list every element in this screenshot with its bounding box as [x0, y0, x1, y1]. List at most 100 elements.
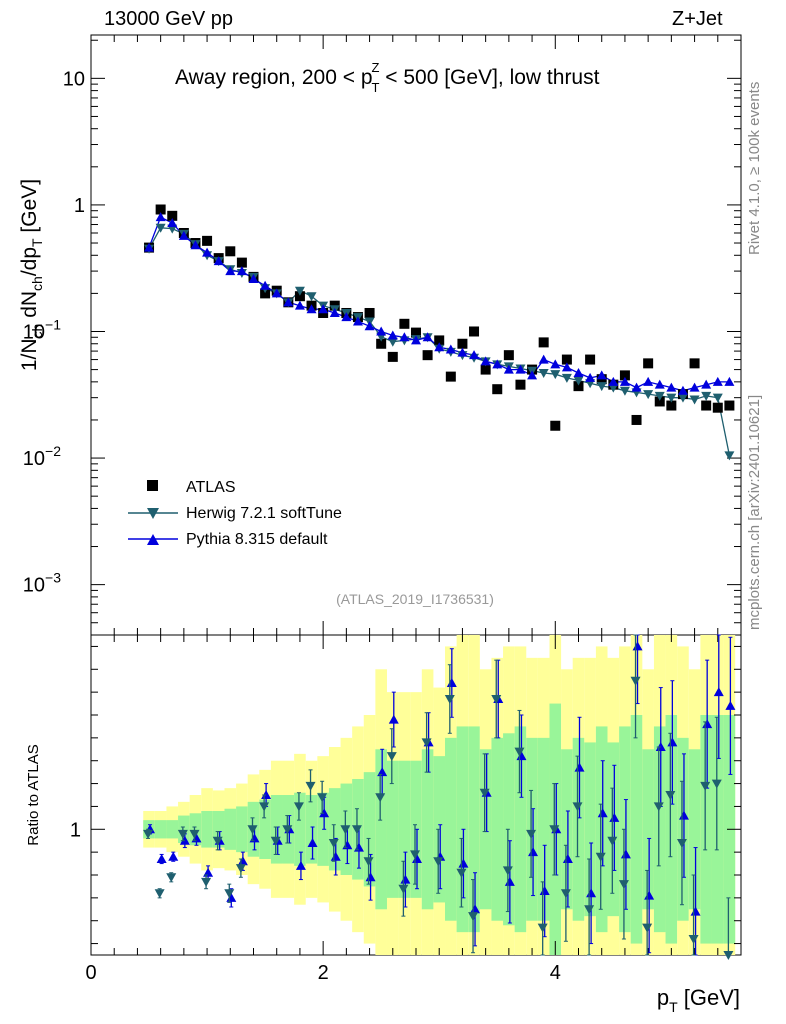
pythia-data-point — [248, 273, 259, 283]
atlas-data-point — [260, 288, 271, 299]
atlas-data-point — [202, 235, 213, 246]
atlas-data-point — [550, 420, 561, 431]
pythia-data-point — [306, 304, 317, 314]
ratio-band-inner — [584, 742, 596, 917]
pythia-data-point — [399, 332, 410, 342]
herwig-ratio-point — [537, 923, 548, 933]
pythia-data-point — [561, 362, 572, 372]
herwig-ratio-point — [526, 829, 537, 839]
atlas-data-point — [364, 307, 375, 318]
pythia-ratio-point — [203, 867, 214, 877]
ratio-band-inner — [259, 799, 271, 859]
herwig-data-point — [654, 391, 665, 401]
herwig-ratio-point — [293, 802, 304, 812]
main-y-tick-label: 10 — [63, 68, 85, 90]
ratio-band-inner — [305, 795, 318, 864]
main-y-tick-label: 1 — [74, 195, 85, 217]
herwig-ratio-point — [259, 802, 270, 812]
pythia-line — [148, 216, 730, 392]
atlas-data-point — [480, 364, 491, 375]
ratio-band-inner — [561, 749, 573, 910]
herwig-ratio-point — [711, 779, 722, 789]
atlas-data-point — [561, 354, 572, 365]
title-sup: Z — [372, 60, 380, 75]
analysis-watermark: (ATLAS_2019_I1736531) — [336, 591, 494, 607]
herwig-ratio-point — [212, 836, 223, 846]
herwig-ratio-point — [282, 825, 293, 835]
atlas-data-point — [503, 350, 514, 361]
ratio-band-inner — [166, 820, 179, 839]
ratio-marks — [143, 634, 736, 960]
herwig-data-point — [666, 393, 677, 403]
pythia-data-point — [619, 376, 630, 386]
atlas-data-point — [155, 204, 166, 215]
herwig-data-point — [387, 337, 398, 347]
herwig-ratio-point — [468, 912, 479, 922]
pythia-data-point — [341, 312, 352, 322]
herwig-data-point — [306, 292, 317, 302]
legend-atlas-marker — [147, 480, 158, 491]
pythia-ratio-point — [168, 851, 179, 861]
legend-atlas-label: ATLAS — [186, 479, 236, 496]
x-tick-label: 2 — [318, 962, 329, 984]
title-sub: T — [371, 80, 379, 95]
herwig-ratio-point — [700, 781, 711, 791]
x-axis-label: pT [GeV] — [657, 985, 740, 1015]
pythia-data-point — [364, 321, 375, 331]
herwig-ratio-point — [247, 825, 258, 835]
ratio-band-inner — [189, 813, 202, 846]
atlas-data-point — [689, 358, 700, 369]
herwig-ratio-point — [433, 857, 444, 867]
herwig-ratio-point — [386, 752, 397, 762]
ratio-band-inner — [445, 737, 457, 921]
atlas-data-point — [724, 400, 735, 411]
herwig-ratio-point — [607, 836, 618, 846]
herwig-ratio-point — [572, 802, 583, 812]
title-pre: Away region, 200 < p — [175, 66, 373, 89]
ratio-band-inner — [224, 808, 237, 850]
legend: ATLAS Herwig 7.2.1 softTune Pythia 8.315… — [128, 479, 342, 548]
pythia-data-point — [701, 379, 712, 389]
pythia-data-point — [585, 372, 596, 382]
x-tick-label: 0 — [85, 962, 96, 984]
herwig-ratio-point — [479, 788, 490, 798]
ratio-band-inner — [386, 760, 399, 898]
herwig-ratio-point — [143, 829, 154, 839]
ratio-band-inner — [421, 749, 434, 910]
pythia-ratio-point — [307, 838, 318, 847]
header-process: Z+Jet — [672, 8, 723, 30]
main-marks — [144, 204, 735, 461]
ratio-band-inner — [607, 742, 620, 917]
herwig-data-point — [724, 451, 735, 461]
atlas-data-point — [701, 400, 712, 411]
herwig-ratio-point — [688, 935, 699, 944]
herwig-ratio-point — [723, 951, 734, 960]
pythia-data-point — [654, 379, 665, 389]
ratio-band-inner — [212, 811, 225, 848]
pythia-data-point — [631, 382, 642, 392]
herwig-ratio-point — [502, 866, 513, 876]
atlas-data-point — [492, 384, 503, 395]
herwig-ratio-point — [177, 829, 188, 839]
ratio-band-inner — [398, 760, 411, 898]
ratio-band-inner — [270, 795, 283, 864]
atlas-data-point — [445, 371, 456, 382]
ratio-band-inner — [201, 811, 213, 848]
herwig-ratio-point — [584, 905, 595, 915]
atlas-data-point — [411, 327, 421, 338]
atlas-data-point — [294, 291, 305, 302]
pythia-data-point — [515, 364, 526, 374]
atlas-data-point — [712, 402, 723, 413]
atlas-data-point — [225, 246, 236, 257]
ratio-band-inner — [688, 749, 701, 910]
ratio-band-inner — [328, 788, 341, 871]
rivet-version-label: Rivet 4.1.0, ≥ 100k events — [746, 81, 763, 255]
pythia-data-point — [155, 212, 166, 222]
ratio-band-inner — [642, 749, 654, 910]
pythia-data-point — [225, 266, 236, 276]
pythia-data-point — [260, 280, 271, 290]
ratio-band-inner — [700, 715, 712, 944]
herwig-ratio-point — [166, 873, 177, 883]
ratio-band-inner — [178, 815, 190, 843]
herwig-data-point — [712, 393, 723, 403]
